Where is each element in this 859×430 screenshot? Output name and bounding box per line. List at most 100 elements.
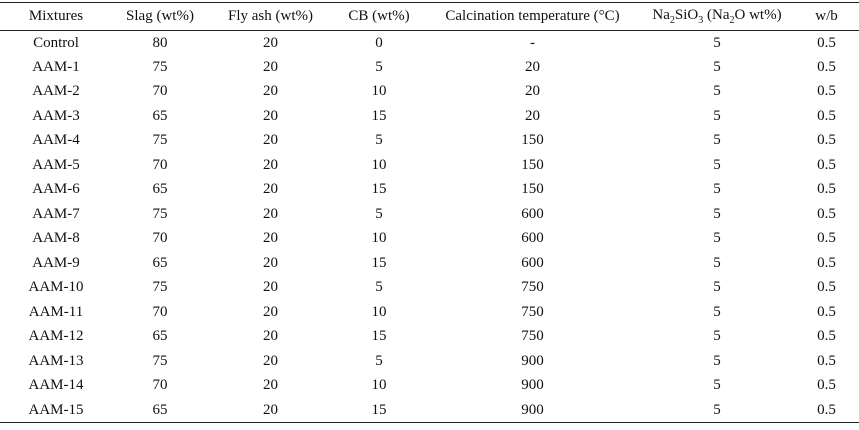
mixture-cell: AAM-11 [28, 303, 84, 320]
wb-cell: 0.5 [817, 377, 836, 394]
header-slag: Slag (wt%) [112, 2, 208, 31]
mixture-cell: AAM-5 [32, 156, 80, 173]
slag-cell: 75 [152, 352, 168, 369]
sodium-silicate-cell: 5 [713, 279, 721, 296]
wb-cell: 0.5 [817, 328, 836, 345]
wb-cell: 0.5 [817, 205, 836, 222]
mixture-cell: AAM-1 [32, 58, 80, 75]
mixture-cell: AAM-9 [32, 254, 80, 271]
calcination-cell: - [530, 34, 535, 51]
slag-cell: 65 [152, 107, 168, 124]
fly-ash-cell: 20 [208, 398, 333, 423]
mixture-cell: AAM-15 [0, 398, 112, 423]
sodium-silicate-cell: 5 [713, 328, 721, 345]
calcination-cell: 750 [521, 303, 544, 320]
slag-cell: 70 [152, 303, 168, 320]
slag-cell: 75 [152, 132, 168, 149]
slag-cell: 70 [152, 230, 168, 247]
fly-ash-cell: 20 [263, 181, 278, 198]
sodium-silicate-cell: 5 [713, 58, 721, 75]
sodium-silicate-cell: 5 [713, 377, 721, 394]
sodium-silicate-cell: 5 [713, 352, 721, 369]
calcination-cell: 150 [521, 181, 544, 198]
table-row: AAM-14 70 20 10 900 5 0.5 [0, 374, 859, 399]
calcination-cell: 900 [521, 377, 544, 394]
cb-cell: 10 [371, 230, 387, 247]
wb-cell: 0.5 [817, 156, 836, 173]
wb-cell: 0.5 [817, 83, 836, 100]
sodium-silicate-cell: 5 [713, 83, 721, 100]
slag-cell: 70 [152, 83, 168, 100]
mixture-cell: AAM-2 [32, 83, 80, 100]
calcination-cell: 600 [521, 254, 544, 271]
mixture-cell: AAM-3 [32, 107, 80, 124]
wb-cell: 0.5 [817, 132, 836, 149]
table-row: AAM-12 65 20 15 750 5 0.5 [0, 325, 859, 350]
fly-ash-cell: 20 [263, 254, 278, 271]
table-row: AAM-9 65 20 15 600 5 0.5 [0, 251, 859, 276]
sodium-silicate-cell: 5 [640, 398, 794, 423]
table-row: AAM-2 70 20 10 20 5 0.5 [0, 80, 859, 105]
slag-cell: 65 [152, 181, 168, 198]
mixture-proportions-table: Mixtures Slag (wt%) Fly ash (wt%) CB (wt… [0, 2, 859, 423]
header-wb-ratio: w/b [794, 2, 859, 31]
cb-cell: 15 [371, 328, 387, 345]
sodium-silicate-cell: 5 [713, 181, 721, 198]
wb-cell: 0.5 [817, 230, 836, 247]
cb-cell: 5 [375, 205, 383, 222]
cb-cell: 15 [371, 254, 387, 271]
table-row: AAM-11 70 20 10 750 5 0.5 [0, 300, 859, 325]
calcination-cell: 20 [525, 58, 540, 75]
cb-cell: 0 [375, 34, 383, 51]
slag-cell: 80 [152, 34, 168, 51]
wb-cell: 0.5 [817, 352, 836, 369]
slag-cell: 75 [152, 279, 168, 296]
wb-cell: 0.5 [817, 181, 836, 198]
sodium-silicate-cell: 5 [713, 132, 721, 149]
fly-ash-cell: 20 [263, 230, 278, 247]
wb-cell: 0.5 [794, 398, 859, 423]
fly-ash-cell: 20 [263, 352, 278, 369]
cb-cell: 5 [375, 58, 383, 75]
fly-ash-cell: 20 [263, 279, 278, 296]
sodium-silicate-cell: 5 [713, 156, 721, 173]
cb-cell: 15 [371, 181, 387, 198]
header-fly-ash: Fly ash (wt%) [208, 2, 333, 31]
calcination-cell: 20 [525, 107, 540, 124]
fly-ash-cell: 20 [263, 107, 278, 124]
fly-ash-cell: 20 [263, 377, 278, 394]
sodium-silicate-cell: 5 [713, 107, 721, 124]
slag-cell: 70 [152, 156, 168, 173]
calcination-cell: 750 [521, 328, 544, 345]
table-row: AAM-10 75 20 5 750 5 0.5 [0, 276, 859, 301]
slag-cell: 75 [152, 58, 168, 75]
calcination-cell: 900 [521, 352, 544, 369]
calcination-cell: 750 [521, 279, 544, 296]
table-row: AAM-3 65 20 15 20 5 0.5 [0, 104, 859, 129]
table-row: AAM-13 75 20 5 900 5 0.5 [0, 349, 859, 374]
table-row: AAM-7 75 20 5 600 5 0.5 [0, 202, 859, 227]
fly-ash-cell: 20 [263, 83, 278, 100]
cb-cell: 10 [371, 303, 387, 320]
mixture-cell: AAM-14 [28, 377, 84, 394]
table-row: AAM-4 75 20 5 150 5 0.5 [0, 129, 859, 154]
sodium-silicate-cell: 5 [713, 230, 721, 247]
fly-ash-cell: 20 [263, 205, 278, 222]
slag-cell: 75 [152, 205, 168, 222]
wb-cell: 0.5 [817, 279, 836, 296]
fly-ash-cell: 20 [263, 303, 278, 320]
header-row: Mixtures Slag (wt%) Fly ash (wt%) CB (wt… [0, 2, 859, 31]
table-row: AAM-6 65 20 15 150 5 0.5 [0, 178, 859, 203]
table-header: Mixtures Slag (wt%) Fly ash (wt%) CB (wt… [0, 2, 859, 31]
mixture-cell: AAM-13 [28, 352, 84, 369]
calcination-cell: 150 [521, 132, 544, 149]
sodium-silicate-cell: 5 [713, 34, 721, 51]
sodium-silicate-cell: 5 [713, 303, 721, 320]
header-calcination-temperature: Calcination temperature (°C) [425, 2, 640, 31]
calcination-cell: 150 [521, 156, 544, 173]
mixture-cell: AAM-4 [32, 132, 80, 149]
table-row: AAM-15 65 20 15 900 5 0.5 [0, 398, 859, 423]
wb-cell: 0.5 [817, 303, 836, 320]
slag-cell: 65 [152, 328, 168, 345]
wb-cell: 0.5 [817, 58, 836, 75]
